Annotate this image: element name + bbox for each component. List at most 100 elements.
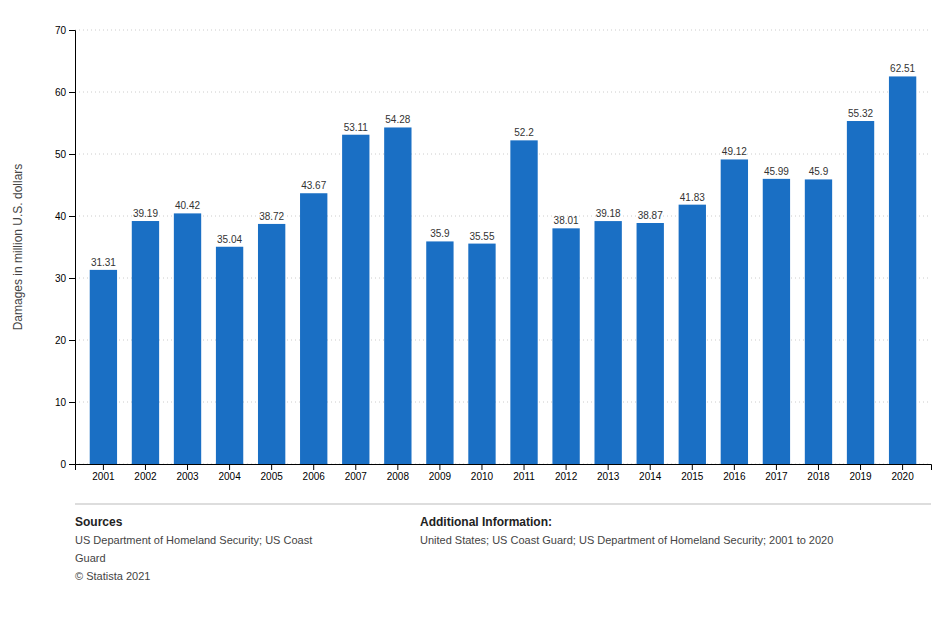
data-label: 43.67 bbox=[301, 180, 326, 191]
x-tick-mark bbox=[103, 464, 104, 470]
bar bbox=[384, 127, 411, 464]
x-tick-label: 2001 bbox=[92, 471, 115, 482]
x-tick-label: 2006 bbox=[303, 471, 326, 482]
x-tick: 2017 bbox=[765, 464, 788, 482]
y-tick-label: 70 bbox=[55, 25, 67, 36]
x-tick-label: 2003 bbox=[176, 471, 199, 482]
bar bbox=[342, 135, 369, 464]
grid-line bbox=[75, 278, 931, 279]
y-axis: 010203040506070 bbox=[55, 25, 76, 470]
y-tick: 20 bbox=[55, 335, 75, 346]
bar bbox=[805, 179, 832, 464]
x-tick-mark bbox=[860, 464, 861, 470]
x-tick: 2012 bbox=[555, 464, 578, 482]
grid-line bbox=[75, 30, 931, 31]
footer-text: US Department of Homeland Security; US C… bbox=[75, 534, 312, 546]
x-tick: 2005 bbox=[261, 464, 284, 482]
y-tick-label: 0 bbox=[60, 459, 66, 470]
x-tick-mark bbox=[271, 464, 272, 470]
data-label: 39.18 bbox=[596, 208, 621, 219]
x-tick-label: 2017 bbox=[765, 471, 788, 482]
x-tick-label: 2009 bbox=[429, 471, 452, 482]
bar bbox=[132, 221, 159, 464]
y-tick: 0 bbox=[60, 459, 75, 470]
x-tick-mark bbox=[566, 464, 567, 470]
y-axis-line bbox=[69, 31, 76, 465]
bar bbox=[637, 223, 664, 464]
bars bbox=[90, 76, 917, 464]
x-tick-label: 2010 bbox=[471, 471, 494, 482]
y-tick-mark bbox=[69, 92, 75, 93]
grid-line bbox=[75, 340, 931, 341]
x-tick-label: 2004 bbox=[218, 471, 241, 482]
bar bbox=[889, 76, 916, 464]
bar bbox=[426, 241, 453, 464]
data-label: 52.2 bbox=[514, 127, 534, 138]
x-tick: 2018 bbox=[807, 464, 830, 482]
x-tick-label: 2013 bbox=[597, 471, 620, 482]
y-tick: 70 bbox=[55, 25, 75, 36]
x-tick: 2008 bbox=[387, 464, 410, 482]
bar bbox=[510, 140, 537, 464]
x-tick-label: 2005 bbox=[261, 471, 284, 482]
bar bbox=[847, 121, 874, 464]
bar bbox=[763, 179, 790, 464]
bar bbox=[594, 221, 621, 464]
x-tick-label: 2015 bbox=[681, 471, 704, 482]
data-label: 40.42 bbox=[175, 200, 200, 211]
x-tick: 2003 bbox=[176, 464, 199, 482]
footer-separator bbox=[75, 504, 931, 505]
data-label: 62.51 bbox=[890, 63, 915, 74]
x-tick: 2007 bbox=[345, 464, 368, 482]
grid-line bbox=[75, 92, 931, 93]
x-tick: 2013 bbox=[597, 464, 620, 482]
data-label: 35.04 bbox=[217, 234, 242, 245]
y-tick-label: 50 bbox=[55, 149, 67, 160]
data-label: 41.83 bbox=[680, 192, 705, 203]
bar bbox=[258, 224, 285, 464]
x-tick-label: 2019 bbox=[849, 471, 872, 482]
grid bbox=[75, 30, 931, 464]
footer-title: Additional Information: bbox=[420, 515, 552, 529]
bar bbox=[468, 244, 495, 464]
data-label: 39.19 bbox=[133, 208, 158, 219]
y-tick-mark bbox=[69, 402, 75, 403]
data-label: 38.72 bbox=[259, 211, 284, 222]
data-label: 35.9 bbox=[430, 228, 450, 239]
x-tick-mark bbox=[397, 464, 398, 470]
x-tick: 2009 bbox=[429, 464, 452, 482]
y-axis-title: Damages in million U.S. dollars bbox=[11, 164, 25, 331]
data-label: 38.87 bbox=[638, 210, 663, 221]
x-tick: 2015 bbox=[681, 464, 704, 482]
y-tick: 50 bbox=[55, 149, 75, 160]
bar bbox=[300, 193, 327, 464]
x-tick: 2011 bbox=[513, 464, 535, 482]
x-tick-label: 2011 bbox=[513, 471, 535, 482]
plot: 31.3139.1940.4235.0438.7243.6753.1154.28… bbox=[55, 25, 932, 482]
y-tick-mark bbox=[69, 340, 75, 341]
x-tick: 2016 bbox=[723, 464, 746, 482]
x-tick: 2004 bbox=[218, 464, 241, 482]
x-tick-label: 2020 bbox=[891, 471, 914, 482]
x-tick: 2001 bbox=[92, 464, 115, 482]
data-label: 45.99 bbox=[764, 166, 789, 177]
x-tick-mark bbox=[692, 464, 693, 470]
y-tick-mark bbox=[69, 216, 75, 217]
y-tick-mark bbox=[69, 278, 75, 279]
y-tick-label: 60 bbox=[55, 87, 67, 98]
data-label: 53.11 bbox=[344, 122, 369, 133]
x-tick: 2014 bbox=[639, 464, 662, 482]
x-tick-mark bbox=[650, 464, 651, 470]
x-tick-mark bbox=[145, 464, 146, 470]
y-tick-mark bbox=[69, 154, 75, 155]
data-label: 55.32 bbox=[848, 108, 873, 119]
x-axis: 2001200220032004200520062007200820092010… bbox=[76, 464, 932, 482]
bar bbox=[721, 159, 748, 464]
x-tick-mark bbox=[355, 464, 356, 470]
bar bbox=[174, 213, 201, 464]
y-tick-label: 40 bbox=[55, 211, 67, 222]
footer-text: United States; US Coast Guard; US Depart… bbox=[420, 534, 833, 546]
footer-text: Guard bbox=[75, 552, 106, 564]
bar bbox=[216, 247, 243, 464]
data-label: 35.55 bbox=[469, 231, 494, 242]
